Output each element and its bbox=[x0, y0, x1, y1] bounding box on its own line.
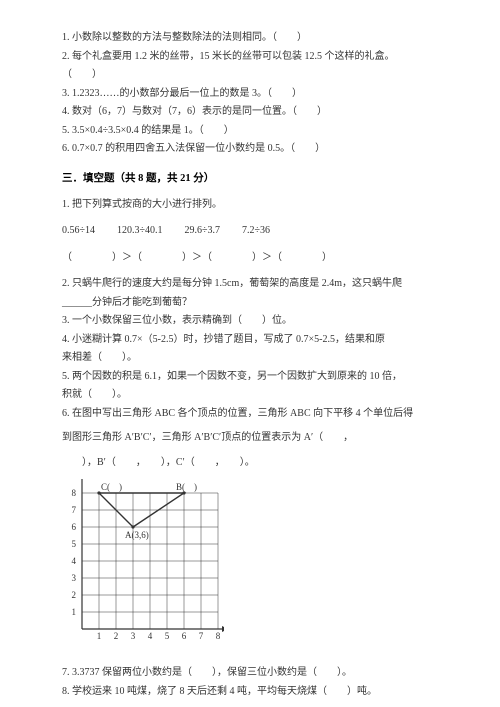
fill-q1-expressions: 0.56÷14 120.3÷40.1 29.6÷3.7 7.2÷36 bbox=[62, 223, 438, 240]
exp-1: 0.56÷14 bbox=[62, 223, 95, 240]
svg-text:7: 7 bbox=[72, 505, 77, 515]
fill-q1: 1. 把下列算式按商的大小进行排列。 bbox=[62, 197, 438, 214]
judge-q5: 5. 3.5×0.4÷3.5×0.4 的结果是 1。（ ） bbox=[62, 123, 438, 140]
svg-text:4: 4 bbox=[148, 631, 153, 641]
triangle-grid-chart: 1 2 3 4 5 6 7 8 1 2 3 4 5 6 7 8 9 C( ) B( ) A(3,6) bbox=[64, 479, 438, 649]
svg-text:4: 4 bbox=[72, 556, 77, 566]
svg-text:6: 6 bbox=[72, 522, 77, 532]
svg-text:9: 9 bbox=[72, 479, 77, 481]
svg-text:A(3,6): A(3,6) bbox=[125, 530, 149, 540]
fill-q4b: 来相差（ ）。 bbox=[62, 350, 438, 367]
fill-q5a: 5. 两个因数的积是 6.1，如果一个因数不变，另一个因数扩大到原来的 10 倍… bbox=[62, 369, 438, 386]
exp-2: 120.3÷40.1 bbox=[117, 223, 163, 240]
fill-q7: 7. 3.3737 保留两位小数约是（ ），保留三位小数约是（ ）。 bbox=[62, 665, 438, 682]
exp-4: 7.2÷36 bbox=[242, 223, 270, 240]
svg-text:8: 8 bbox=[216, 631, 221, 641]
svg-text:6: 6 bbox=[182, 631, 187, 641]
fill-q5b: 积就（ ）。 bbox=[62, 387, 438, 404]
svg-text:7: 7 bbox=[199, 631, 204, 641]
fill-q1-compare: （ ）＞（ ）＞（ ）＞（ ） bbox=[62, 250, 438, 267]
fill-q8: 8. 学校运来 10 吨煤，烧了 8 天后还剩 4 吨，平均每天烧煤（ ）吨。 bbox=[62, 684, 438, 701]
fill-q6b: 到图形三角形 A′B′C′，三角形 A′B′C′顶点的位置表示为 A′（ ， bbox=[62, 430, 438, 447]
fill-q2b: ______分钟后才能吃到葡萄？ bbox=[62, 295, 438, 312]
judge-q2b: （ ） bbox=[62, 67, 438, 84]
svg-text:8: 8 bbox=[72, 488, 77, 498]
judge-q1: 1. 小数除以整数的方法与整数除法的法则相同。（ ） bbox=[62, 30, 438, 47]
svg-text:B( ): B( ) bbox=[176, 482, 197, 492]
section3-title: 三．填空题（共 8 题，共 21 分） bbox=[62, 170, 438, 187]
judge-q6: 6. 0.7×0.7 的积用四舍五入法保留一位小数约是 0.5。（ ） bbox=[62, 141, 438, 158]
fill-q2a: 2. 只蜗牛爬行的速度大约是每分钟 1.5cm，葡萄架的高度是 2.4m，这只蜗… bbox=[62, 276, 438, 293]
fill-q6c: ），B′（ ， ），C′（ ， ）。 bbox=[62, 455, 438, 472]
svg-text:3: 3 bbox=[131, 631, 136, 641]
svg-text:3: 3 bbox=[72, 573, 77, 583]
judge-q3: 3. 1.2323……的小数部分最后一位上的数是 3。（ ） bbox=[62, 86, 438, 103]
svg-text:5: 5 bbox=[165, 631, 170, 641]
fill-q6a: 6. 在图中写出三角形 ABC 各个顶点的位置，三角形 ABC 向下平移 4 个… bbox=[62, 406, 438, 423]
svg-text:C( ): C( ) bbox=[101, 482, 122, 492]
fill-q4a: 4. 小迷糊计算 0.7×（5-2.5）时，抄错了题目，写成了 0.7×5-2.… bbox=[62, 332, 438, 349]
svg-text:2: 2 bbox=[72, 590, 77, 600]
exp-3: 29.6÷3.7 bbox=[185, 223, 221, 240]
svg-text:1: 1 bbox=[72, 607, 77, 617]
judge-q4: 4. 数对（6，7）与数对（7，6）表示的是同一位置。（ ） bbox=[62, 104, 438, 121]
svg-text:5: 5 bbox=[72, 539, 77, 549]
svg-text:2: 2 bbox=[114, 631, 119, 641]
svg-text:1: 1 bbox=[97, 631, 102, 641]
fill-q3: 3. 一个小数保留三位小数，表示精确到（ ）位。 bbox=[62, 313, 438, 330]
judge-q2a: 2. 每个礼盒要用 1.2 米的丝带，15 米长的丝带可以包装 12.5 个这样… bbox=[62, 49, 438, 66]
